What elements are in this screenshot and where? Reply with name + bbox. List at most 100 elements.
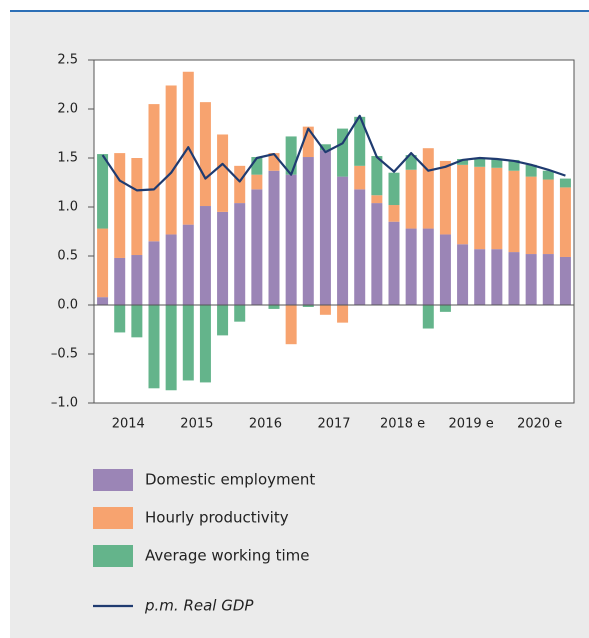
legend-label: Domestic employment — [145, 471, 315, 489]
bar-segment — [559, 178, 571, 188]
bar-segment — [439, 305, 451, 312]
y-tick-label: 0.0 — [57, 298, 78, 313]
bar-segment — [97, 228, 109, 298]
bar-segment — [337, 176, 349, 305]
bar-segment — [525, 164, 537, 177]
y-tick-label: 2.5 — [57, 53, 78, 68]
bar-segment — [302, 157, 314, 305]
bar-segment — [457, 158, 469, 165]
bar-segment — [354, 165, 366, 190]
bar-segment — [182, 305, 194, 381]
bar-segment — [388, 172, 400, 206]
bar-segment — [491, 249, 503, 305]
bar-segment — [508, 252, 520, 305]
bar-segment — [217, 211, 229, 305]
x-tick-label: 2019 e — [449, 417, 494, 432]
bar-segment — [439, 234, 451, 305]
bar-segment — [319, 305, 331, 315]
bar-segment — [337, 128, 349, 177]
bar-segment — [285, 136, 297, 175]
bar-segment — [319, 150, 331, 305]
y-tick-label: –0.5 — [51, 347, 78, 362]
bar-segment — [97, 297, 109, 305]
bar-segment — [319, 144, 331, 151]
bar-segment — [422, 305, 434, 329]
bar-segment — [131, 158, 143, 256]
bar-segment — [251, 157, 263, 175]
bar-segment — [422, 228, 434, 305]
bar-segment — [371, 203, 383, 305]
bar-segment — [234, 305, 246, 322]
bar-segment — [388, 221, 400, 305]
bar-segment — [217, 305, 229, 336]
bar-segment — [525, 254, 537, 305]
bar-segment — [474, 249, 486, 305]
y-tick-label: 1.5 — [57, 151, 78, 166]
x-tick-label: 2014 — [112, 417, 145, 432]
bar-segment — [302, 126, 314, 158]
bar-segment — [354, 116, 366, 166]
bar-segment — [165, 234, 177, 305]
bar-segment — [114, 153, 126, 258]
bar-segment — [508, 170, 520, 253]
y-tick-label: –1.0 — [51, 396, 78, 411]
bar-segment — [474, 158, 486, 167]
bar-segment — [148, 241, 160, 305]
legend-label: Average working time — [145, 547, 310, 565]
bar-segment — [234, 165, 246, 204]
bar-segment — [251, 174, 263, 190]
bar-segment — [559, 187, 571, 257]
bar-segment — [114, 257, 126, 305]
legend-swatch — [93, 469, 133, 491]
bar-segment — [165, 85, 177, 235]
legend: Domestic employment Hourly productivity Av… — [93, 469, 315, 615]
x-tick-label: 2020 e — [517, 417, 562, 432]
bar-segment — [457, 164, 469, 245]
y-tick-label: 2.0 — [57, 102, 78, 117]
bar-segment — [354, 189, 366, 305]
bar-segment — [337, 305, 349, 323]
legend-label: Hourly productivity — [145, 509, 289, 527]
bar-segment — [285, 174, 297, 305]
x-tick-label: 2018 e — [380, 417, 425, 432]
bar-segment — [491, 167, 503, 250]
bar-segment — [234, 203, 246, 305]
bar-segment — [97, 154, 109, 229]
x-tick-label: 2016 — [249, 417, 282, 432]
legend-swatch — [93, 507, 133, 529]
line — [101, 114, 566, 192]
bar-segment — [182, 224, 194, 305]
bar-segment — [199, 305, 211, 383]
bar-segment — [251, 189, 263, 305]
bar-segment — [542, 170, 554, 180]
bar-segment — [268, 305, 280, 309]
bar-segment — [405, 155, 417, 170]
x-tick-label: 2015 — [180, 417, 213, 432]
bar-segment — [474, 166, 486, 250]
bar-segment — [371, 156, 383, 196]
bar-segment — [542, 254, 554, 305]
bar-segment — [165, 305, 177, 391]
bar-segment — [388, 205, 400, 222]
bar-segment — [148, 305, 160, 389]
bar-segment — [491, 158, 503, 168]
bar-segment — [439, 160, 451, 235]
bar-segment — [542, 179, 554, 255]
legend-swatch — [93, 545, 133, 567]
x-tick-label: 2017 — [317, 417, 350, 432]
bar-segment — [525, 176, 537, 255]
bar-segment — [302, 305, 314, 307]
y-tick-label: 0.5 — [57, 249, 78, 264]
bar-segment — [199, 102, 211, 207]
bar-segment — [285, 305, 297, 345]
bar-segment — [131, 305, 143, 338]
bar-segment — [268, 170, 280, 305]
bar-segment — [131, 255, 143, 305]
legend-label: p.m. Real GDP — [144, 597, 254, 615]
y-tick-label: 1.0 — [57, 200, 78, 215]
bar-segment — [371, 195, 383, 204]
bar-segment — [405, 228, 417, 305]
bar-segment — [199, 206, 211, 305]
